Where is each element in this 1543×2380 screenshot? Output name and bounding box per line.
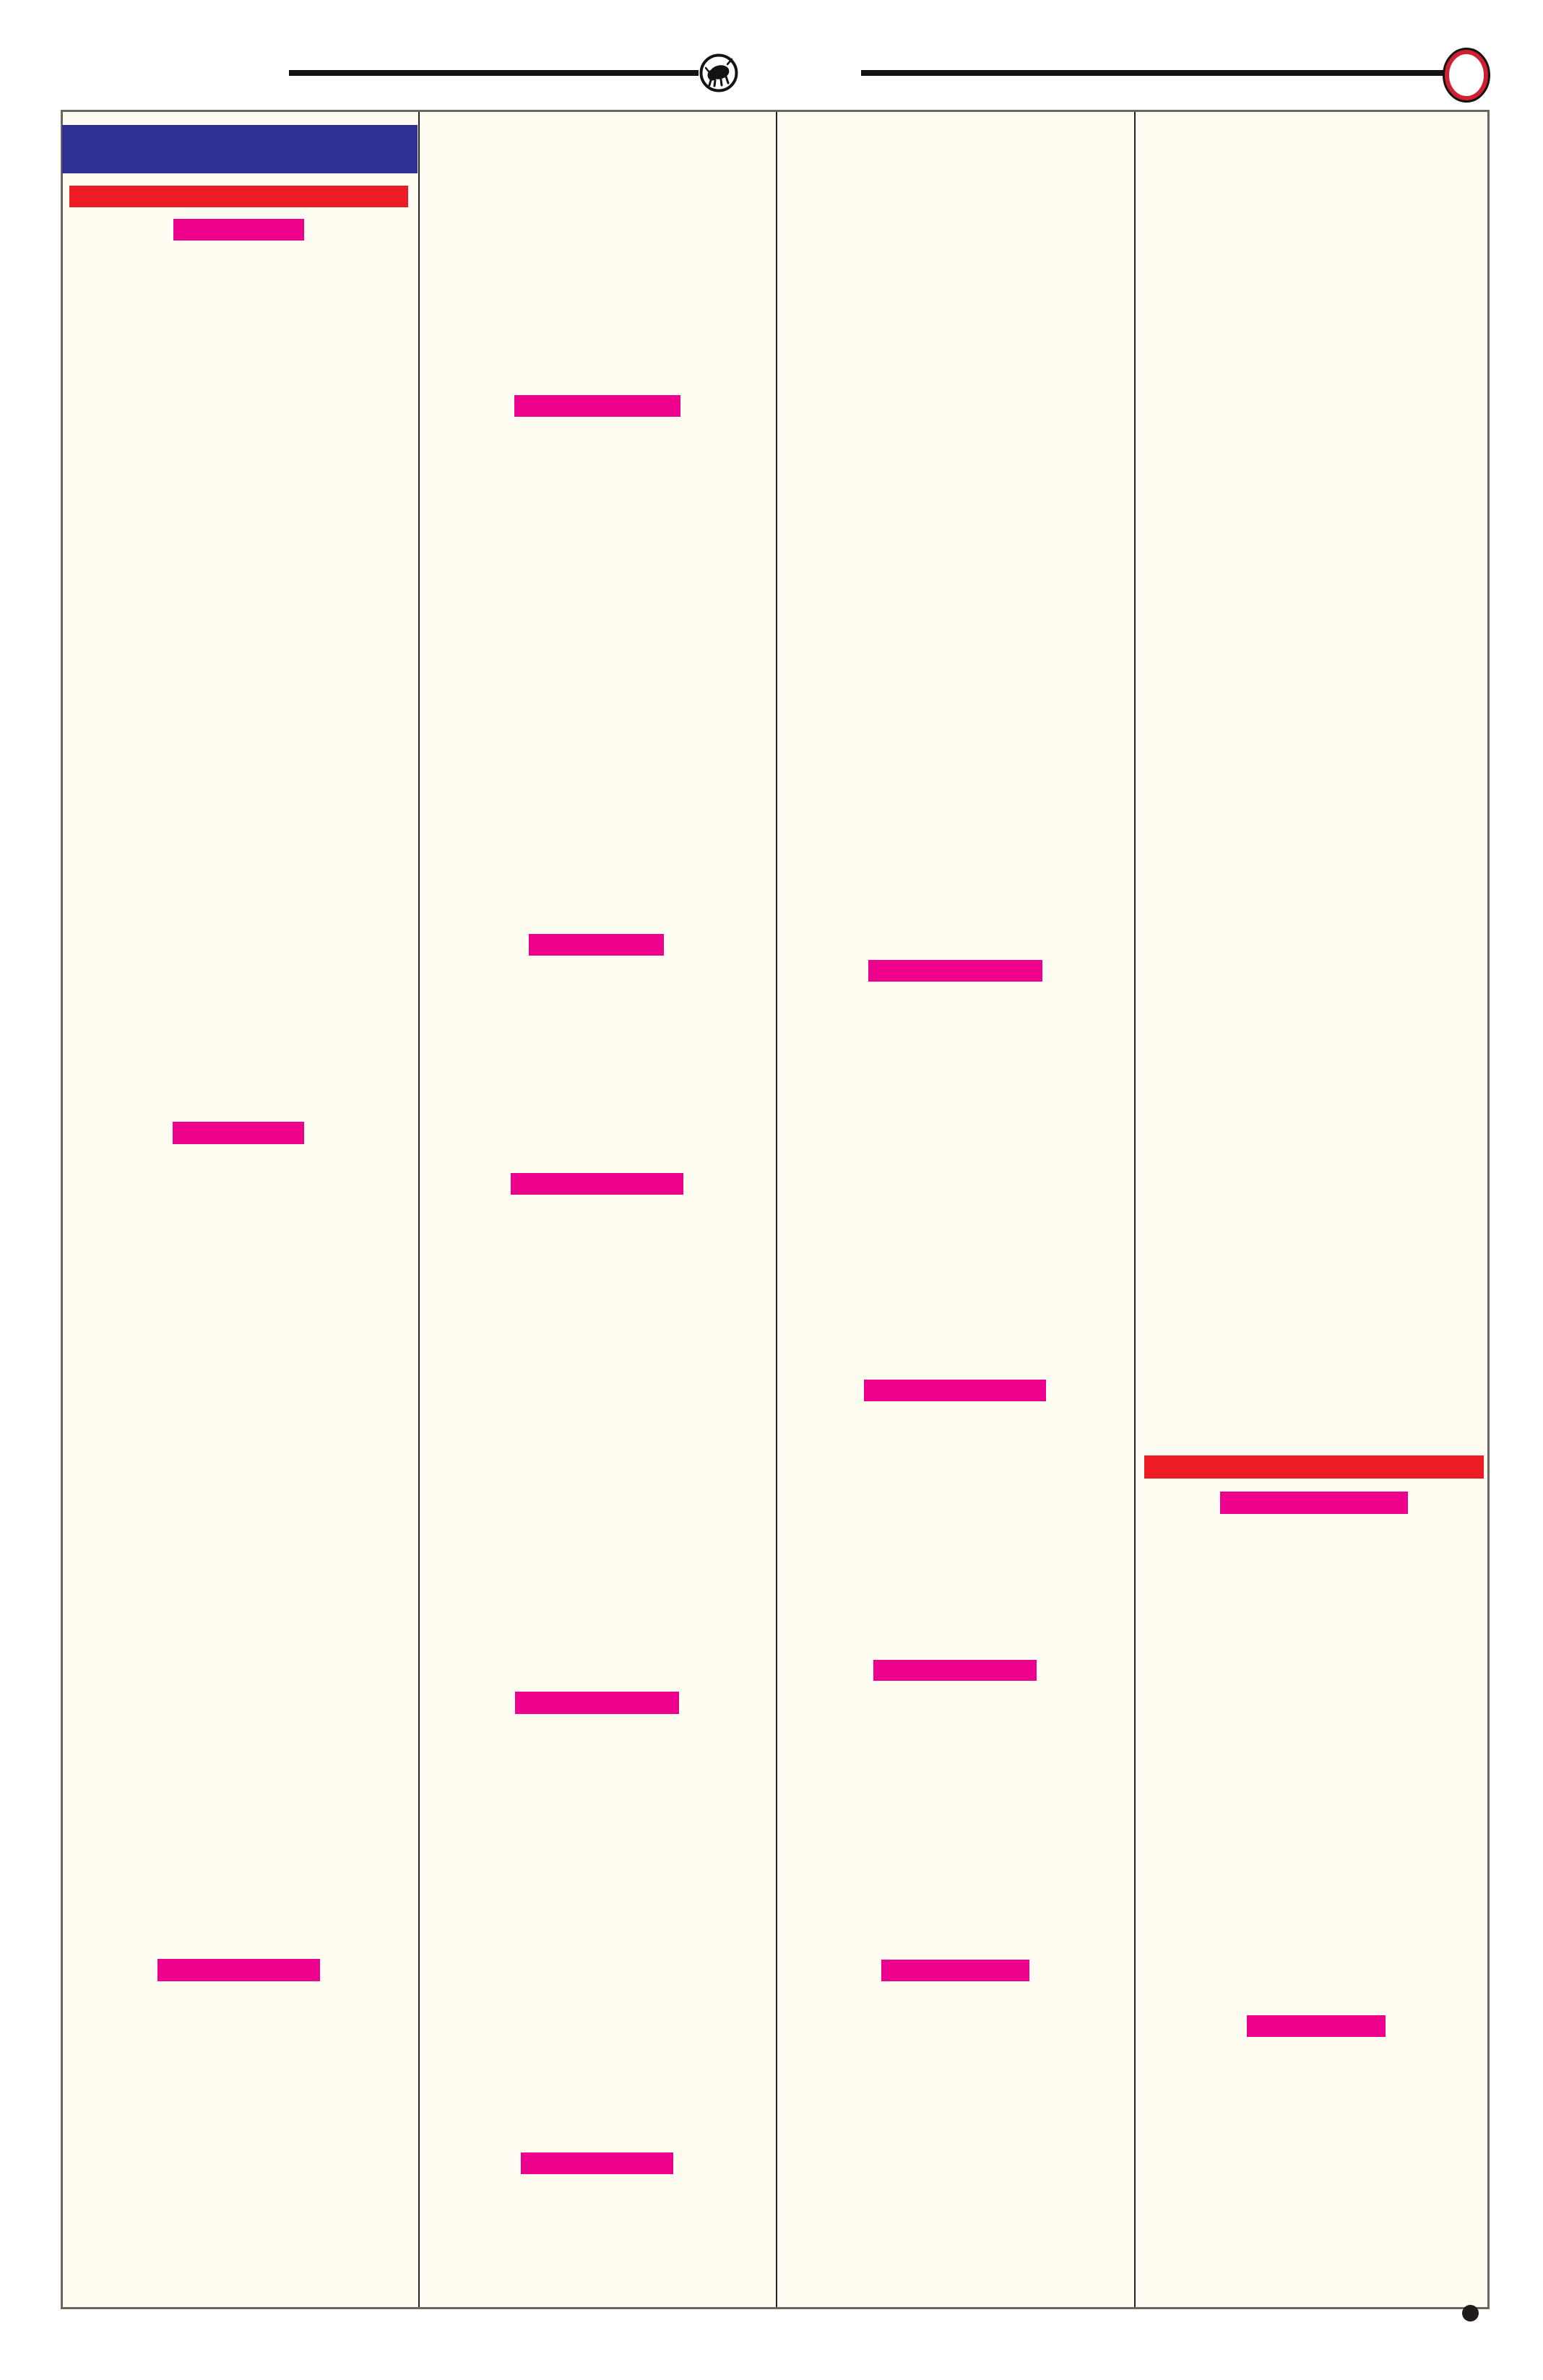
column-divider xyxy=(776,112,777,2307)
red-ring-icon xyxy=(1443,48,1490,103)
black-dot-icon xyxy=(1462,2305,1479,2321)
masthead-rule-left xyxy=(289,70,699,76)
column-divider xyxy=(1134,112,1136,2307)
page-frame xyxy=(61,110,1490,2309)
masthead-rule-right xyxy=(861,70,1443,76)
bull-emblem-icon xyxy=(699,53,738,92)
column-divider xyxy=(418,112,420,2307)
